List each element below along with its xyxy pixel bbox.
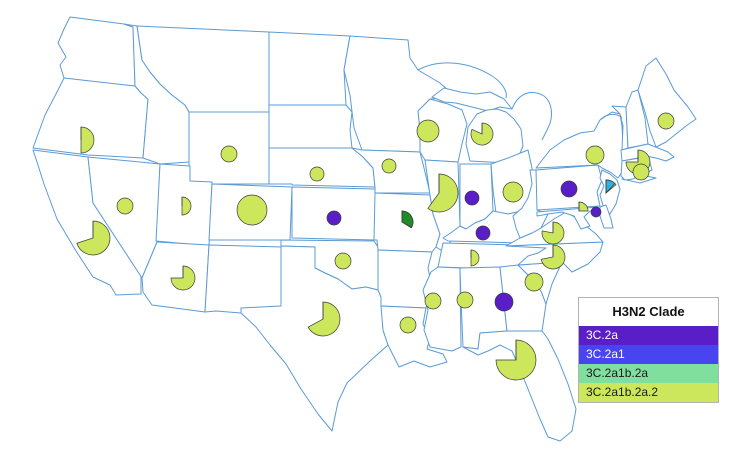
pie-delaware	[590, 206, 602, 218]
pie-segment-indiana-purple	[464, 190, 480, 206]
pie-segment-wisconsin-yellowgreen	[416, 119, 440, 143]
pie-connecticut	[632, 163, 650, 181]
pie-segment-wyoming-yellowgreen	[220, 145, 238, 163]
pie-segment-utah-yellowgreen	[181, 196, 192, 216]
pie-segment-louisiana-yellowgreen	[399, 316, 417, 334]
state-mississippi	[422, 266, 462, 352]
legend-rows: 3C.2a 3C.2a1 3C.2a1b.2a 3C.2a1b.2a.2	[579, 326, 718, 402]
pie-segment-kentucky-purple	[475, 225, 491, 241]
pie-segment-illinois-yellowgreen	[427, 173, 459, 213]
legend-entry-3c2a: 3C.2a	[579, 326, 718, 345]
pie-nevada	[116, 197, 134, 215]
pie-segment-new-york-yellowgreen	[585, 145, 605, 165]
pie-maryland	[578, 201, 589, 212]
pie-illinois	[427, 173, 459, 213]
pie-segment-delaware-purple	[590, 206, 602, 218]
pie-segment-texas-yellowgreen	[307, 301, 341, 337]
pie-pennsylvania	[560, 180, 578, 198]
pie-utah	[181, 196, 192, 216]
state-maine	[637, 57, 697, 148]
pie-segment-oklahoma-yellowgreen	[334, 252, 352, 270]
pie-michigan	[470, 122, 494, 146]
pie-segment-nebraska-yellowgreen	[309, 166, 325, 182]
legend: H3N2 Clade 3C.2a 3C.2a1 3C.2a1b.2a 3C.2a1b.…	[578, 297, 719, 403]
pie-segment-florida-yellowgreen	[495, 339, 537, 381]
state-south-dakota	[268, 104, 353, 149]
pie-maine	[657, 112, 675, 130]
pie-iowa	[381, 158, 397, 174]
pie-kentucky	[475, 225, 491, 241]
pie-segment-maine-yellowgreen	[657, 112, 675, 130]
state-louisiana	[380, 305, 448, 368]
state-pie-charts	[76, 112, 675, 381]
pie-oklahoma	[334, 252, 352, 270]
pie-segment-iowa-yellowgreen	[381, 158, 397, 174]
pie-segment-ohio-yellowgreen	[502, 181, 524, 203]
state-north-dakota	[268, 31, 351, 106]
pie-mississippi	[424, 292, 442, 310]
pie-arizona	[170, 265, 196, 291]
state-new-jersey	[599, 169, 621, 215]
pie-segment-nevada-yellowgreen	[116, 197, 134, 215]
pie-wisconsin	[416, 119, 440, 143]
pie-north-carolina	[540, 244, 566, 270]
pie-new-jersey	[605, 179, 617, 194]
legend-entry-3c2a1b2a2: 3C.2a1b.2a.2	[579, 383, 718, 402]
pie-virginia	[541, 221, 565, 245]
state-arkansas	[377, 249, 433, 309]
state-texas	[240, 245, 389, 432]
pie-nebraska	[309, 166, 325, 182]
lake-huron-outline	[511, 92, 552, 141]
pie-segment-tennessee-yellowgreen	[470, 249, 480, 267]
pie-segment-south-carolina-yellowgreen	[524, 272, 544, 292]
pie-texas	[307, 301, 341, 337]
pie-segment-kansas-purple	[326, 210, 342, 226]
great-lakes-outlines	[417, 62, 623, 141]
pie-georgia	[494, 292, 514, 312]
legend-entry-3c2a1b2a: 3C.2a1b.2a	[579, 364, 718, 383]
pie-colorado	[236, 194, 268, 226]
pie-segment-pennsylvania-purple	[560, 180, 578, 198]
state-delaware	[599, 204, 614, 229]
pie-segment-alabama-yellowgreen	[456, 291, 474, 309]
pie-segment-missouri-darkgreen	[401, 210, 414, 228]
pie-segment-virginia-yellowgreen	[541, 221, 565, 245]
pie-segment-california-yellowgreen	[76, 220, 111, 256]
pie-new-york	[585, 145, 605, 165]
pie-south-carolina	[524, 272, 544, 292]
lake-superior-outline	[417, 62, 507, 99]
pie-ohio	[502, 181, 524, 203]
pie-segment-connecticut-yellowgreen	[632, 163, 650, 181]
pie-segment-georgia-purple	[494, 292, 514, 312]
state-washington	[57, 16, 136, 87]
pie-oregon	[80, 126, 95, 154]
pie-missouri	[401, 210, 414, 229]
state-outlines	[32, 16, 697, 442]
pie-kansas	[326, 210, 342, 226]
pie-louisiana	[399, 316, 417, 334]
pie-california	[76, 220, 111, 256]
lake-ontario-outline	[599, 113, 623, 121]
state-new-york	[535, 111, 626, 179]
legend-entry-3c2a1: 3C.2a1	[579, 345, 718, 364]
pie-segment-arizona-yellowgreen	[170, 265, 196, 291]
state-new-mexico	[204, 244, 284, 314]
pie-wyoming	[220, 145, 238, 163]
pie-segment-colorado-yellowgreen	[236, 194, 268, 226]
pie-tennessee	[470, 249, 480, 267]
state-florida	[462, 330, 577, 442]
pie-florida	[495, 339, 537, 381]
pie-segment-mississippi-yellowgreen	[424, 292, 442, 310]
pie-indiana	[464, 190, 480, 206]
legend-title: H3N2 Clade	[612, 304, 685, 319]
pie-alabama	[456, 291, 474, 309]
pie-segment-oregon-yellowgreen	[80, 126, 95, 154]
